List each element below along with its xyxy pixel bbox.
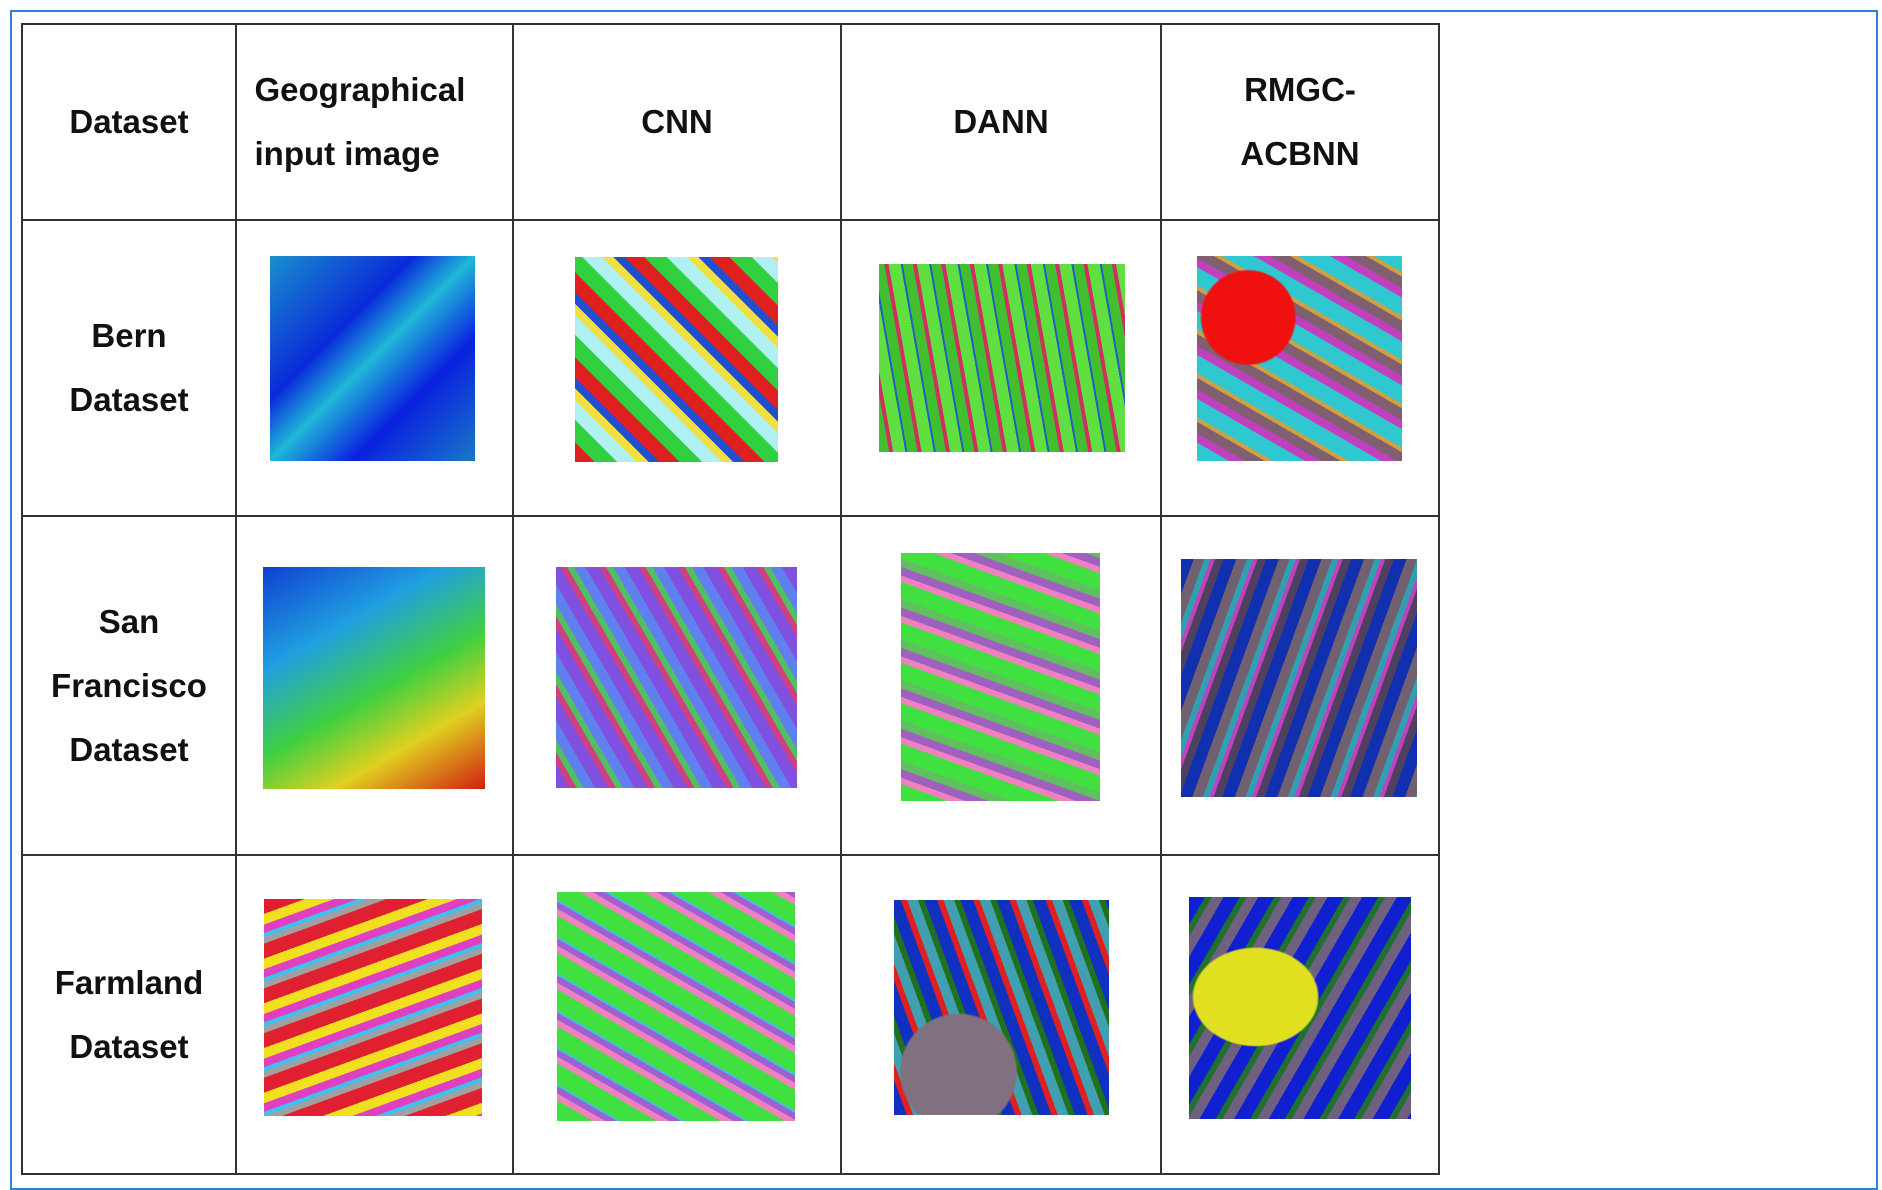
- result-image: [575, 257, 778, 462]
- header-cell-text: RMGC-ACBNN: [1240, 58, 1359, 186]
- table-cell: DANN: [841, 24, 1161, 220]
- result-image: [556, 567, 797, 788]
- header-cell-text: Dataset: [69, 90, 188, 154]
- table-cell: Farmland Dataset: [22, 855, 236, 1174]
- result-image: [557, 892, 795, 1121]
- header-cell-text: CNN: [641, 90, 713, 154]
- result-image: [270, 256, 475, 461]
- table-cell: Dataset: [22, 24, 236, 220]
- result-image: [263, 567, 485, 789]
- result-image: [901, 553, 1100, 801]
- result-image: [894, 900, 1109, 1115]
- row-label: Farmland Dataset: [55, 951, 204, 1079]
- result-image: [1181, 559, 1417, 797]
- row-label: Bern Dataset: [69, 304, 188, 432]
- table-cell: Bern Dataset: [22, 220, 236, 516]
- table-cell: Geographical input image: [236, 24, 513, 220]
- result-image: [879, 264, 1125, 452]
- result-image: [1189, 897, 1411, 1119]
- result-image: [264, 899, 482, 1116]
- table-cell: San Francisco Dataset: [22, 516, 236, 855]
- header-cell-text: DANN: [953, 90, 1048, 154]
- table-cell: RMGC-ACBNN: [1161, 24, 1439, 220]
- table-cell: CNN: [513, 24, 841, 220]
- row-label: San Francisco Dataset: [51, 590, 207, 782]
- result-image: [1197, 256, 1402, 461]
- header-cell-text: Geographical input image: [255, 58, 495, 186]
- page: Dataset Geographical input image CNN DANN RM…: [0, 0, 1882, 1180]
